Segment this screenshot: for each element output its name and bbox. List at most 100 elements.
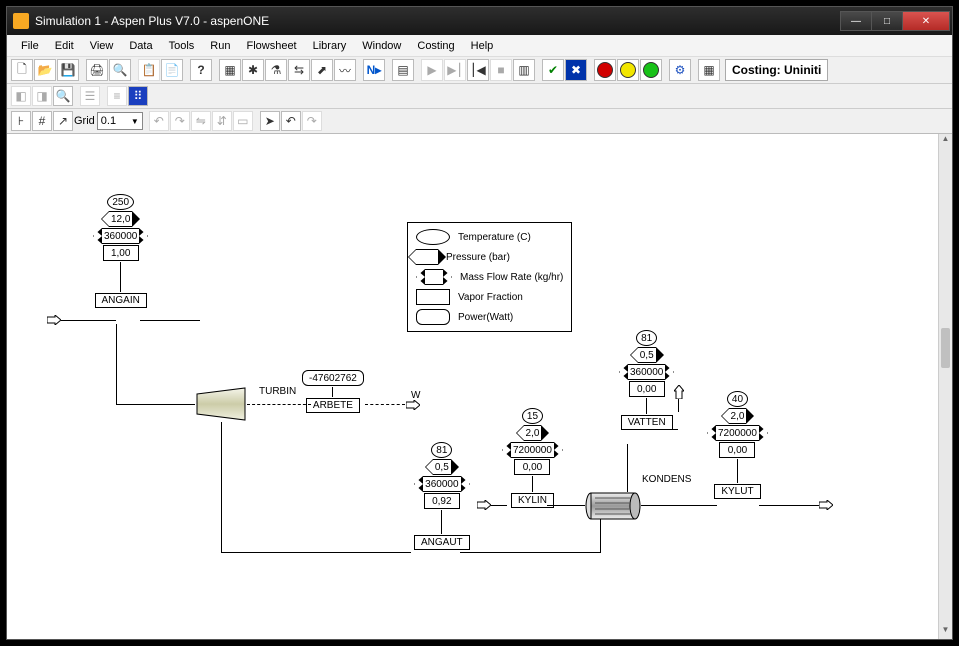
angain-pressure: 12,0 [109, 211, 132, 227]
line [247, 404, 311, 405]
menu-file[interactable]: File [13, 37, 47, 55]
run-step-icon[interactable]: ▶⎮ [444, 59, 466, 81]
kylin-temp: 15 [522, 408, 543, 424]
minimize-button[interactable]: — [840, 11, 872, 31]
angain-temp: 250 [107, 194, 134, 210]
flip-v-icon[interactable]: ⇵ [212, 111, 232, 131]
canvas-area: 250 12,0 360000 1,00 ANGAIN [7, 134, 952, 639]
grid-icon[interactable]: ▦ [698, 59, 720, 81]
maximize-button[interactable]: □ [871, 11, 903, 31]
costing-status[interactable]: Costing: Uniniti [725, 59, 828, 81]
preview-icon[interactable]: 🔍 [109, 59, 131, 81]
control-panel-icon[interactable]: ▤ [392, 59, 414, 81]
next-icon[interactable]: N▸ [363, 59, 385, 81]
menu-library[interactable]: Library [305, 37, 355, 55]
tool-e-icon[interactable]: ⬈ [311, 59, 333, 81]
menu-window[interactable]: Window [354, 37, 409, 55]
angaut-temp: 81 [431, 442, 452, 458]
sub-c-icon[interactable]: ☰ [80, 86, 100, 106]
status-yellow-icon[interactable] [617, 59, 639, 81]
run-stop-icon[interactable]: ■ [490, 59, 512, 81]
titlebar: Simulation 1 - Aspen Plus V7.0 - aspenON… [7, 7, 952, 35]
menu-help[interactable]: Help [463, 37, 502, 55]
pointer-icon[interactable]: ➤ [260, 111, 280, 131]
menu-edit[interactable]: Edit [47, 37, 82, 55]
gear-icon[interactable]: ⚙ [669, 59, 691, 81]
menu-run[interactable]: Run [202, 37, 238, 55]
legend-power: Power(Watt) [458, 312, 513, 323]
grid-select[interactable]: 0.1 ▼ [97, 112, 143, 130]
kylut-vapfrac: 0,00 [719, 442, 755, 458]
undo-icon[interactable]: ↶ [281, 111, 301, 131]
angaut-massflow: 360000 [414, 476, 469, 492]
legend-vapfrac: Vapor Fraction [458, 292, 523, 303]
menu-flowsheet[interactable]: Flowsheet [238, 37, 304, 55]
kylin-vapfrac: 0,00 [514, 459, 550, 475]
kylin-in-arrow-icon [477, 500, 491, 510]
open-icon[interactable]: 📂 [34, 59, 56, 81]
tool-d-icon[interactable]: ⇆ [288, 59, 310, 81]
cross-icon[interactable]: ✖ [565, 59, 587, 81]
scroll-down-icon[interactable]: ▼ [939, 625, 952, 639]
flowsheet-canvas[interactable]: 250 12,0 360000 1,00 ANGAIN [7, 134, 938, 639]
print-icon[interactable]: 🖨 [86, 59, 108, 81]
sub-a-icon[interactable]: ◧ [11, 86, 31, 106]
sub-b-icon[interactable]: ◨ [32, 86, 52, 106]
snap-c-icon[interactable]: ↗ [53, 111, 73, 131]
tool-a-icon[interactable]: ▦ [219, 59, 241, 81]
close-button[interactable]: ✕ [902, 11, 950, 31]
run-play-icon[interactable]: ▶ [421, 59, 443, 81]
sub-e-icon[interactable]: ⠿ [128, 86, 148, 106]
chevron-down-icon: ▼ [131, 117, 139, 126]
arbete-label[interactable]: ARBETE [306, 398, 360, 413]
tool-f-icon[interactable]: 〰 [334, 59, 356, 81]
menu-data[interactable]: Data [121, 37, 160, 55]
block-turbine[interactable] [195, 386, 247, 422]
menu-view[interactable]: View [82, 37, 122, 55]
copy-icon[interactable]: 📋 [138, 59, 160, 81]
stream-arbete-stack: -47602762 ARBETE [302, 370, 364, 413]
grid-control: Grid 0.1 ▼ [74, 112, 143, 130]
results-icon[interactable]: ▥ [513, 59, 535, 81]
menu-costing[interactable]: Costing [409, 37, 462, 55]
status-green-icon[interactable] [640, 59, 662, 81]
line [116, 404, 195, 405]
grid-label: Grid [74, 115, 95, 127]
scroll-thumb[interactable] [941, 328, 950, 368]
sub-d-icon[interactable]: ≡ [107, 86, 127, 106]
new-icon[interactable]: 🗋 [11, 59, 33, 81]
status-red-icon[interactable] [594, 59, 616, 81]
run-reset-icon[interactable]: ⎮◀ [467, 59, 489, 81]
line [116, 324, 117, 404]
legend: Temperature (C) Pressure (bar) Mass Flow… [407, 222, 572, 332]
redo-icon[interactable]: ↷ [302, 111, 322, 131]
flip-h-icon[interactable]: ⇋ [191, 111, 211, 131]
help-icon[interactable]: ? [190, 59, 212, 81]
tool-c-icon[interactable]: ⚗ [265, 59, 287, 81]
stream-in-arrow-icon [47, 315, 61, 325]
vatten-pressure: 0,5 [638, 347, 656, 363]
line [665, 429, 678, 430]
paste-icon[interactable]: 📄 [161, 59, 183, 81]
menu-tools[interactable]: Tools [161, 37, 203, 55]
line [365, 404, 405, 405]
rot-a-icon[interactable]: ↶ [149, 111, 169, 131]
save-icon[interactable]: 💾 [57, 59, 79, 81]
line [759, 505, 819, 506]
stream-angaut-stack: 81 0,5 360000 0,92 ANGAUT [414, 442, 470, 550]
kylut-label[interactable]: KYLUT [714, 484, 760, 499]
angaut-label[interactable]: ANGAUT [414, 535, 470, 550]
snap-a-icon[interactable]: ⊦ [11, 111, 31, 131]
snap-b-icon[interactable]: # [32, 111, 52, 131]
tool-b-icon[interactable]: ✱ [242, 59, 264, 81]
check-icon[interactable]: ✔ [542, 59, 564, 81]
angain-label[interactable]: ANGAIN [95, 293, 147, 308]
rot-b-icon[interactable]: ↷ [170, 111, 190, 131]
zoom-icon[interactable]: 🔍 [53, 86, 73, 106]
scroll-up-icon[interactable]: ▲ [939, 134, 952, 148]
align-icon[interactable]: ▭ [233, 111, 253, 131]
block-condenser[interactable] [585, 492, 641, 520]
angain-massflow: 360000 [93, 228, 148, 244]
vatten-label[interactable]: VATTEN [621, 415, 673, 430]
vertical-scrollbar[interactable]: ▲ ▼ [938, 134, 952, 639]
